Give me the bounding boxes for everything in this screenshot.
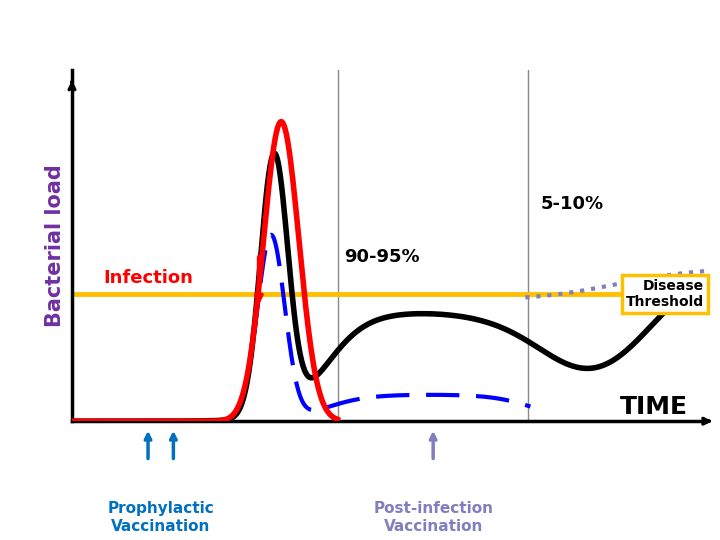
Text: Prophylactic
Vaccination: Prophylactic Vaccination <box>107 502 214 534</box>
Text: Disease
Threshold: Disease Threshold <box>626 279 704 309</box>
Text: 5-10%: 5-10% <box>541 195 604 213</box>
Y-axis label: Bacterial load: Bacterial load <box>45 164 65 327</box>
Text: Infection: Infection <box>104 269 194 287</box>
Text: Post-infection
Vaccination: Post-infection Vaccination <box>373 502 493 534</box>
Text: 90-95%: 90-95% <box>344 248 420 266</box>
Text: TIME: TIME <box>620 395 688 418</box>
